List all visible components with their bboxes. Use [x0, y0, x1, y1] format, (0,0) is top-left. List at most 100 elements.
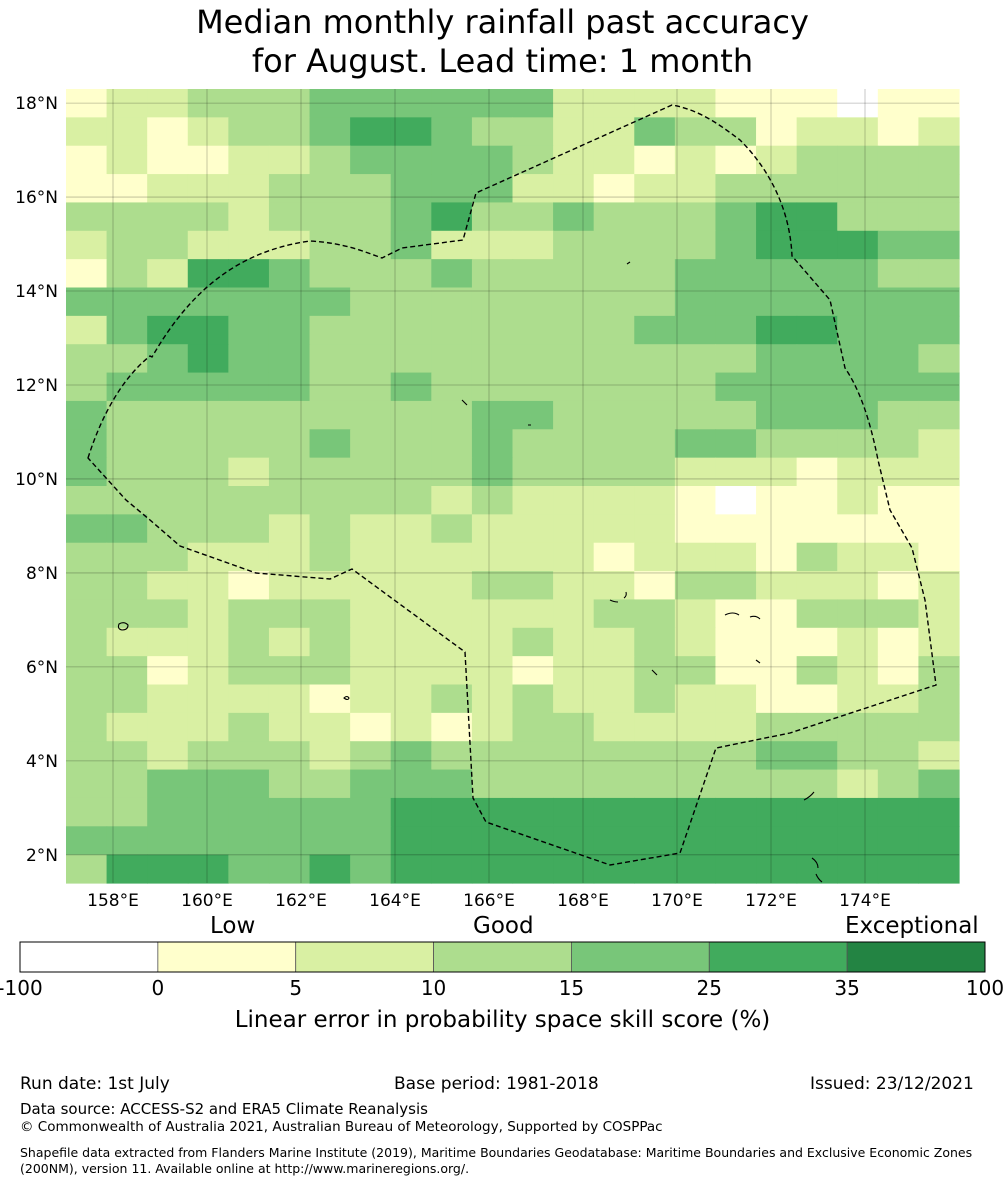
grid-cell [471, 627, 514, 657]
grid-cell [756, 372, 798, 402]
grid-cell [268, 741, 311, 771]
grid-cell [512, 514, 554, 544]
grid-cell [187, 202, 229, 232]
grid-cell [471, 372, 514, 402]
grid-cell [512, 315, 554, 345]
grid-cell [512, 542, 554, 572]
grid-cell [593, 514, 635, 544]
grid-cell [796, 741, 838, 771]
grid-cell [593, 230, 635, 260]
grid-cell [431, 571, 473, 601]
grid-cell [187, 826, 229, 856]
grid-cell [309, 684, 351, 714]
grid-cell [715, 826, 757, 856]
grid-cell [837, 174, 879, 204]
longitude-label: 164°E [369, 891, 421, 911]
grid-cell [390, 797, 432, 827]
grid-cell [390, 202, 432, 232]
grid-cell [796, 712, 838, 742]
grid-cell [228, 712, 270, 742]
grid-cell [553, 287, 595, 317]
copyright: © Commonwealth of Australia 2021, Austra… [20, 1119, 663, 1135]
colorbar-tick-label: 25 [696, 976, 722, 1000]
grid-cell [918, 89, 960, 118]
grid-cell [837, 89, 879, 118]
grid-cell [918, 202, 960, 232]
grid-cell [837, 627, 879, 657]
grid-cell [634, 400, 676, 430]
grid-cell [309, 174, 351, 204]
base-period: Base period: 1981-2018 [394, 1074, 599, 1094]
grid-cell [756, 230, 798, 260]
grid-cell [187, 741, 229, 771]
grid-cell [674, 89, 717, 118]
grid-cell [553, 372, 595, 402]
grid-cell [512, 826, 554, 856]
grid-cell [228, 797, 270, 827]
grid-cell [593, 854, 635, 884]
grid-cell [309, 542, 351, 572]
grid-cell [593, 656, 635, 686]
grid-cell [147, 797, 189, 827]
grid-cell [593, 287, 635, 317]
grid-cell [350, 712, 392, 742]
grid-cell [674, 117, 717, 147]
grid-cell [66, 712, 108, 742]
grid-cell [715, 712, 757, 742]
grid-cell [106, 684, 148, 714]
grid-cell [674, 826, 717, 856]
grid-cell [228, 117, 270, 147]
grid-cell [106, 741, 148, 771]
grid-cell [471, 145, 514, 175]
grid-cell [350, 287, 392, 317]
grid-cell [431, 627, 473, 657]
grid-cell [66, 769, 108, 799]
shapefile-credit: Shapefile data extracted from Flanders M… [20, 1145, 973, 1176]
colorbar-tick-label: 5 [289, 976, 303, 1000]
grid-cell [796, 174, 838, 204]
skill-grid [66, 89, 960, 884]
grid-cell [756, 145, 798, 175]
grid-cell [553, 174, 595, 204]
grid-cell [918, 344, 960, 374]
grid-cell [471, 486, 514, 515]
grid-cell [756, 202, 798, 232]
grid-cell [66, 315, 108, 345]
grid-cell [512, 400, 554, 430]
island [609, 591, 627, 603]
grid-cell [66, 542, 108, 572]
data-source: Data source: ACCESS-S2 and ERA5 Climate … [20, 1100, 428, 1118]
grid-cell [390, 457, 432, 487]
grid-cell [553, 486, 595, 515]
grid-cell [837, 259, 879, 289]
grid-cell [471, 684, 514, 714]
grid-cell [350, 400, 392, 430]
grid-cell [471, 117, 514, 147]
colorbar-tick-label: -100 [0, 976, 43, 1000]
grid-cell [796, 429, 838, 459]
grid-cell [390, 854, 432, 884]
grid-cell [877, 656, 920, 686]
grid-cell [228, 684, 270, 714]
grid-cell [309, 429, 351, 459]
grid-cell [715, 854, 757, 884]
grid-cell [309, 372, 351, 402]
grid-cell [390, 599, 432, 629]
grid-cell [431, 400, 473, 430]
eez-boundary [87, 104, 937, 866]
grid-cell [268, 826, 311, 856]
grid-cell [66, 174, 108, 204]
grid-cell [268, 315, 311, 345]
grid-cell [553, 826, 595, 856]
longitude-label: 168°E [557, 891, 609, 911]
grid-cell [431, 174, 473, 204]
grid-cell [268, 684, 311, 714]
grid-cell [147, 259, 189, 289]
colorbar-swatch [19, 941, 159, 973]
grid-cell [106, 259, 148, 289]
grid-cell [877, 287, 920, 317]
grid-cell [309, 486, 351, 515]
grid-cell [106, 89, 148, 118]
grid-cell [431, 457, 473, 487]
grid-cell [918, 372, 960, 402]
